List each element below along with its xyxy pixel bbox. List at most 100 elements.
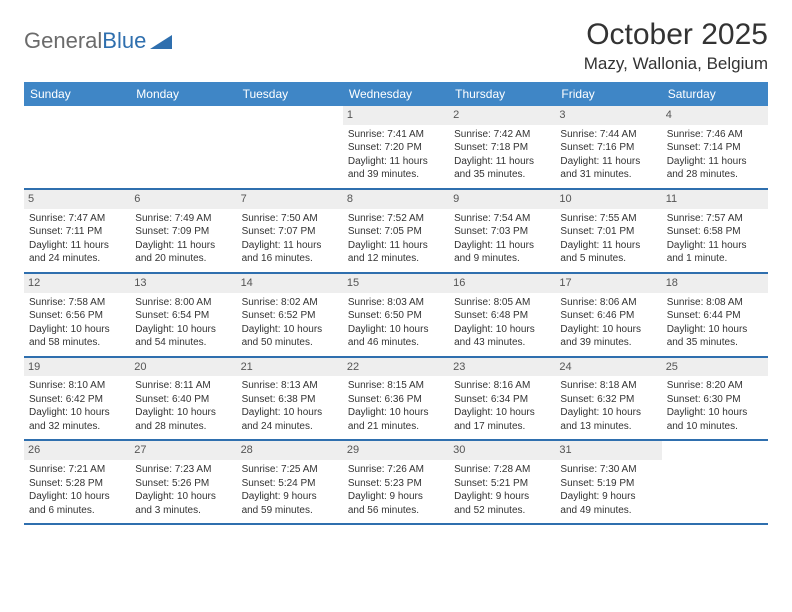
sunrise-text: Sunrise: 7:25 AM [242,463,338,477]
logo: GeneralBlue [24,18,172,54]
day-number: 13 [130,274,236,293]
sunset-text: Sunset: 7:07 PM [242,225,338,239]
daylight-text: and 43 minutes. [454,336,550,350]
daylight-text: Daylight: 10 hours [242,323,338,337]
week-row: 26Sunrise: 7:21 AMSunset: 5:28 PMDayligh… [24,441,768,525]
day-cell: 8Sunrise: 7:52 AMSunset: 7:05 PMDaylight… [343,190,449,272]
day-cell: 15Sunrise: 8:03 AMSunset: 6:50 PMDayligh… [343,274,449,356]
daylight-text: and 35 minutes. [667,336,763,350]
daylight-text: and 46 minutes. [348,336,444,350]
daylight-text: Daylight: 10 hours [135,323,231,337]
daylight-text: Daylight: 11 hours [348,155,444,169]
day-cell: 12Sunrise: 7:58 AMSunset: 6:56 PMDayligh… [24,274,130,356]
day-cell: 26 Sunrise: 7:21 AMSunset: 5:28 PMDayligh… [24,441,130,523]
sunset-text: Sunset: 7:03 PM [454,225,550,239]
day-cell: 5Sunrise: 7:47 AMSunset: 7:11 PMDaylight… [24,190,130,272]
day-cell: 28Sunrise: 7:25 AMSunset: 5:24 PMDayligh… [237,441,343,523]
day-cell: 16Sunrise: 8:05 AMSunset: 6:48 PMDayligh… [449,274,555,356]
day-cell: 20Sunrise: 8:11 AMSunset: 6:40 PMDayligh… [130,358,236,440]
daylight-text: Daylight: 11 hours [454,239,550,253]
sunrise-text: Sunrise: 7:55 AM [560,212,656,226]
day-cell: 11Sunrise: 7:57 AMSunset: 6:58 PMDayligh… [662,190,768,272]
day-number: 16 [449,274,555,293]
sunrise-text: Sunrise: 7:47 AM [29,212,125,226]
day-number: 2 [449,106,555,125]
sunset-text: Sunset: 6:44 PM [667,309,763,323]
week-row: 12Sunrise: 7:58 AMSunset: 6:56 PMDayligh… [24,274,768,358]
day-number: 31 [555,441,661,460]
day-number: 15 [343,274,449,293]
weekday-header: SundayMondayTuesdayWednesdayThursdayFrid… [24,82,768,106]
day-cell: 17Sunrise: 8:06 AMSunset: 6:46 PMDayligh… [555,274,661,356]
weekday-header-cell: Wednesday [343,82,449,106]
sunrise-text: Sunrise: 8:13 AM [242,379,338,393]
sunset-text: Sunset: 6:56 PM [29,309,125,323]
daylight-text: and 20 minutes. [135,252,231,266]
sunrise-text: Sunrise: 7:21 AM [29,463,125,477]
sunset-text: Sunset: 7:16 PM [560,141,656,155]
daylight-text: Daylight: 10 hours [454,406,550,420]
day-cell: 23Sunrise: 8:16 AMSunset: 6:34 PMDayligh… [449,358,555,440]
day-number: 22 [343,358,449,377]
day-cell: 24Sunrise: 8:18 AMSunset: 6:32 PMDayligh… [555,358,661,440]
daylight-text: and 50 minutes. [242,336,338,350]
sunset-text: Sunset: 6:38 PM [242,393,338,407]
daylight-text: and 28 minutes. [667,168,763,182]
daylight-text: Daylight: 9 hours [560,490,656,504]
sunrise-text: Sunrise: 7:46 AM [667,128,763,142]
sunset-text: Sunset: 7:18 PM [454,141,550,155]
day-number: 24 [555,358,661,377]
day-number: 25 [662,358,768,377]
sunset-text: Sunset: 5:28 PM [29,477,125,491]
day-cell: 9Sunrise: 7:54 AMSunset: 7:03 PMDaylight… [449,190,555,272]
day-cell: 10Sunrise: 7:55 AMSunset: 7:01 PMDayligh… [555,190,661,272]
day-cell: 1Sunrise: 7:41 AMSunset: 7:20 PMDaylight… [343,106,449,188]
day-cell: 3Sunrise: 7:44 AMSunset: 7:16 PMDaylight… [555,106,661,188]
week-row: 19Sunrise: 8:10 AMSunset: 6:42 PMDayligh… [24,358,768,442]
day-number: 12 [24,274,130,293]
day-cell [24,106,130,188]
sunrise-text: Sunrise: 7:41 AM [348,128,444,142]
day-number: 20 [130,358,236,377]
daylight-text: and 17 minutes. [454,420,550,434]
day-number: 17 [555,274,661,293]
sunrise-text: Sunrise: 8:03 AM [348,296,444,310]
sunset-text: Sunset: 5:26 PM [135,477,231,491]
daylight-text: Daylight: 10 hours [29,323,125,337]
sunrise-text: Sunrise: 7:54 AM [454,212,550,226]
daylight-text: and 56 minutes. [348,504,444,518]
daylight-text: Daylight: 11 hours [135,239,231,253]
daylight-text: and 52 minutes. [454,504,550,518]
daylight-text: and 12 minutes. [348,252,444,266]
sunset-text: Sunset: 6:50 PM [348,309,444,323]
daylight-text: and 31 minutes. [560,168,656,182]
weekday-header-cell: Saturday [662,82,768,106]
sunset-text: Sunset: 7:11 PM [29,225,125,239]
daylight-text: Daylight: 10 hours [29,490,125,504]
day-number: 3 [555,106,661,125]
daylight-text: and 10 minutes. [667,420,763,434]
sunset-text: Sunset: 6:40 PM [135,393,231,407]
day-cell: 30Sunrise: 7:28 AMSunset: 5:21 PMDayligh… [449,441,555,523]
daylight-text: and 28 minutes. [135,420,231,434]
day-cell [662,441,768,523]
daylight-text: Daylight: 10 hours [667,406,763,420]
daylight-text: and 39 minutes. [348,168,444,182]
sunrise-text: Sunrise: 7:30 AM [560,463,656,477]
daylight-text: and 32 minutes. [29,420,125,434]
sunrise-text: Sunrise: 8:02 AM [242,296,338,310]
sunrise-text: Sunrise: 7:57 AM [667,212,763,226]
week-row: 5Sunrise: 7:47 AMSunset: 7:11 PMDaylight… [24,190,768,274]
sunrise-text: Sunrise: 7:23 AM [135,463,231,477]
sunrise-text: Sunrise: 8:08 AM [667,296,763,310]
day-number: 7 [237,190,343,209]
day-cell: 29Sunrise: 7:26 AMSunset: 5:23 PMDayligh… [343,441,449,523]
sunrise-text: Sunrise: 8:05 AM [454,296,550,310]
day-number: 26 [24,441,130,460]
daylight-text: Daylight: 10 hours [667,323,763,337]
sunset-text: Sunset: 6:54 PM [135,309,231,323]
day-number: 30 [449,441,555,460]
weekday-header-cell: Monday [130,82,236,106]
sunrise-text: Sunrise: 7:49 AM [135,212,231,226]
day-cell: 2Sunrise: 7:42 AMSunset: 7:18 PMDaylight… [449,106,555,188]
